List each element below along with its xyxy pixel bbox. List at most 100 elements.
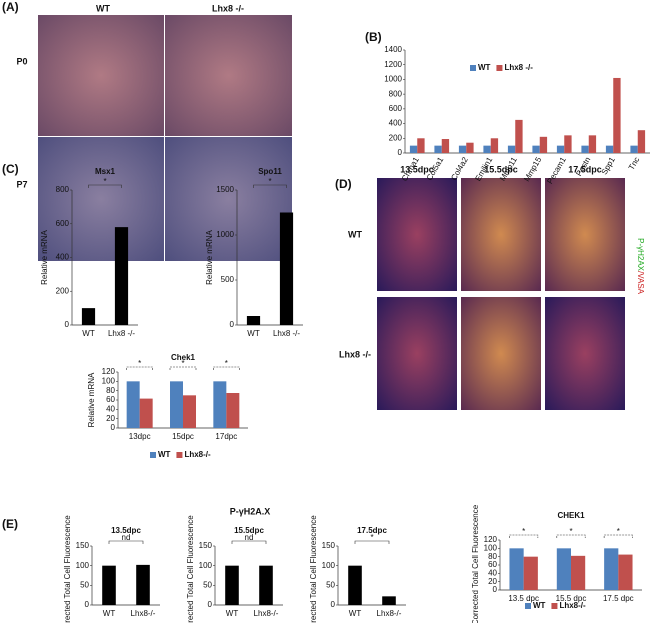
bar [348,565,362,605]
significance-bracket [231,540,267,544]
bar [571,555,586,590]
y-tick-label: 40 [488,568,497,577]
x-tick-label: Lhx8-/- [377,609,402,618]
y-tick-label: 0 [208,600,213,609]
bar [441,139,450,153]
bar [259,565,273,605]
chart-title: Chek1 [171,353,196,362]
column-label: 15.5dpc [484,164,518,174]
y-tick-label: 800 [389,89,403,98]
bar [139,398,153,428]
y-tick-label: 200 [389,133,403,142]
x-tick-label: Lhx8-/- [131,609,156,618]
x-tick-label: WT [103,609,116,618]
y-tick-label: 80 [106,386,115,395]
significance-label: * [103,177,106,186]
bar [490,138,499,153]
x-tick-label: WT [226,609,239,618]
y-tick-label: 0 [85,600,90,609]
y-tick-label: 0 [398,148,403,157]
y-tick-label: 0 [230,320,235,329]
panel-label: (A) [2,0,19,14]
y-tick-label: 60 [488,560,497,569]
micrograph [461,178,541,291]
y-axis-label: Relative mRNA [40,230,49,285]
y-tick-label: 0 [65,320,70,329]
bar [556,548,571,590]
bar [605,145,614,153]
bar [637,130,646,153]
y-tick-label: 50 [80,580,89,589]
chart-title: 13.5dpc [111,526,141,535]
panel-label: (D) [335,177,352,191]
significance-bracket [253,184,287,188]
bar [483,145,491,153]
y-tick-label: 1000 [216,230,234,239]
micrograph [38,137,164,261]
micrograph [165,137,292,261]
bar [556,145,565,153]
significance-bracket [126,366,153,370]
bar [417,138,425,153]
legend-swatch [150,452,156,458]
legend-label: WT [158,450,171,459]
y-tick-label: 100 [322,561,336,570]
bar [507,145,516,153]
y-tick-label: 40 [106,404,115,413]
x-tick-label: WT [247,329,260,338]
y-tick-label: 150 [199,541,213,550]
legend-swatch [176,452,183,458]
bar [588,135,597,153]
y-tick-label: 200 [56,286,70,295]
y-tick-label: 400 [56,253,70,262]
y-tick-label: 50 [326,580,335,589]
bar [213,381,227,428]
legend-swatch [525,603,531,609]
significance-label: * [268,177,271,186]
panel-label: (C) [2,162,19,176]
bar [183,395,196,428]
x-tick-label: 13dpc [129,432,151,441]
y-tick-label: 1000 [384,75,402,84]
stain-label: P-γH2AX/VASA [636,238,645,295]
significance-label: nd [122,533,131,542]
y-tick-label: 100 [199,561,213,570]
bar [126,381,140,428]
x-tick-label: 17dpc [215,432,237,441]
significance-bracket [556,534,586,538]
y-tick-label: 80 [488,552,497,561]
column-label: 13.5dpc [400,164,434,174]
bar [226,393,240,428]
significance-bracket [603,534,633,538]
y-tick-label: 100 [484,543,498,552]
y-tick-label: 600 [389,104,403,113]
bar [246,316,261,325]
significance-bracket [108,540,144,544]
x-tick-label: WT [349,609,362,618]
y-tick-label: 0 [493,585,498,594]
bar [539,136,548,153]
significance-label: * [617,527,620,536]
x-tick-label: Lhx8 -/- [108,329,135,338]
bar [466,142,474,153]
bar [81,308,96,325]
bar [170,381,183,428]
significance-bracket [213,366,240,370]
y-tick-label: 120 [484,535,498,544]
bar [382,596,396,605]
y-tick-label: 100 [102,376,116,385]
y-tick-label: 150 [76,541,90,550]
y-tick-label: 800 [56,185,70,194]
bar [136,564,150,605]
bar [604,548,619,590]
significance-bracket [354,540,390,544]
y-axis-label: Corrected Total Cell Fluorescence [309,515,318,623]
bar [523,556,538,590]
bar [409,145,418,153]
micrograph [165,15,292,136]
bar [564,135,572,153]
panel-label: (B) [365,30,382,44]
legend-swatch [470,65,476,71]
bar [279,212,294,325]
chart-title: Spo11 [258,167,282,176]
